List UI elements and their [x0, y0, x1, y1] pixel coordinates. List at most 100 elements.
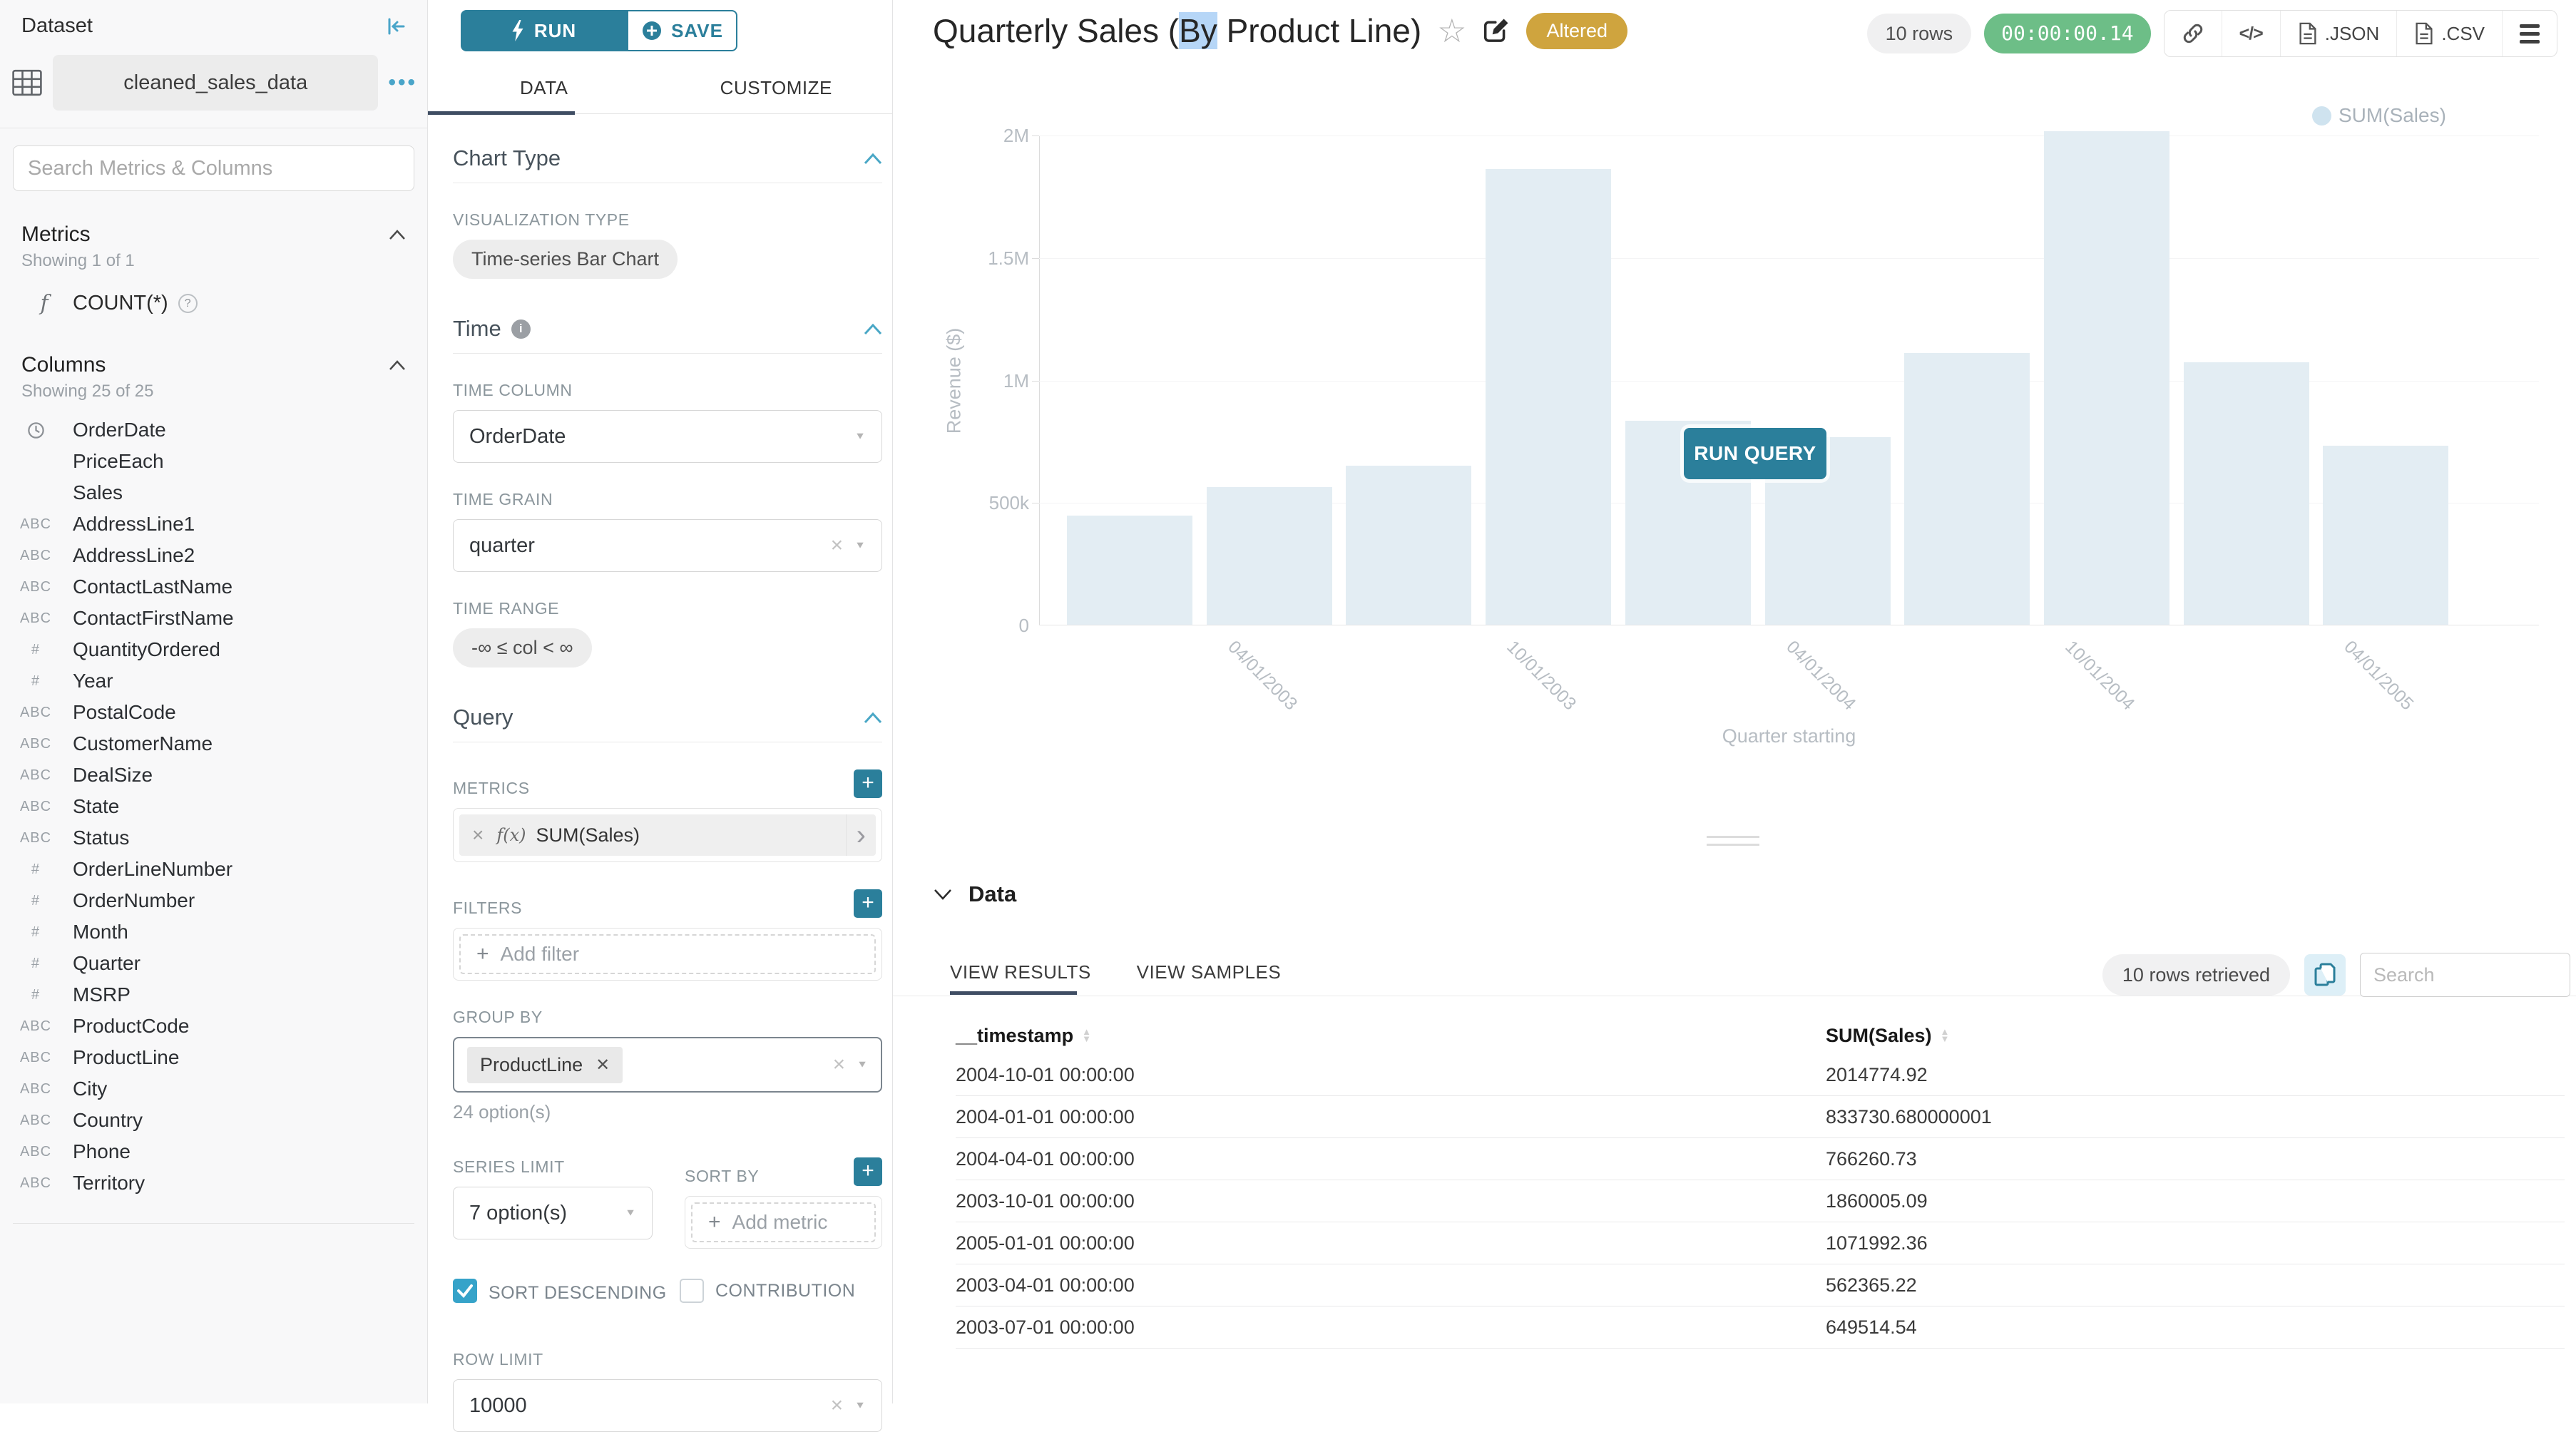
column-item-ordernumber[interactable]: #OrderNumber — [0, 885, 427, 916]
columns-collapse-icon[interactable] — [389, 359, 406, 371]
clear-icon[interactable]: × — [831, 1393, 844, 1418]
time-column-select[interactable]: OrderDate ▼ — [453, 410, 882, 463]
column-item-sales[interactable]: Sales — [0, 477, 427, 508]
series-limit-select[interactable]: 7 option(s) ▼ — [453, 1187, 653, 1239]
export-csv-button[interactable]: .CSV — [2396, 11, 2502, 56]
metrics-collapse-icon[interactable] — [389, 229, 406, 240]
sort-descending-checkbox[interactable] — [453, 1279, 477, 1303]
sort-icon[interactable]: ▲▼ — [1941, 1028, 1950, 1043]
metric-list-item[interactable]: f COUNT(*) ? — [29, 291, 427, 316]
contribution-checkbox[interactable] — [680, 1279, 704, 1303]
row-limit-select[interactable]: 10000 × ▼ — [453, 1379, 882, 1432]
save-button[interactable]: SAVE — [627, 10, 737, 51]
groupby-chip-productline[interactable]: ProductLine ✕ — [467, 1047, 623, 1083]
dataset-name[interactable]: cleaned_sales_data — [53, 55, 378, 111]
info-icon[interactable]: i — [511, 319, 531, 339]
bar-2005-01-01[interactable] — [2184, 362, 2309, 625]
dataset-more-menu-icon[interactable]: ••• — [388, 71, 417, 95]
edit-title-icon[interactable] — [1482, 17, 1511, 44]
tab-view-results[interactable]: VIEW RESULTS — [950, 961, 1091, 983]
metric-help-icon[interactable]: ? — [178, 294, 198, 313]
chevron-right-icon[interactable]: › — [846, 814, 876, 856]
remove-metric-icon[interactable]: × — [472, 824, 484, 847]
metric-chip-sum-sales[interactable]: × f(x) SUM(Sales) › — [459, 814, 876, 856]
tab-view-samples[interactable]: VIEW SAMPLES — [1137, 961, 1282, 983]
tab-data[interactable]: DATA — [428, 71, 660, 113]
column-item-quantityordered[interactable]: #QuantityOrdered — [0, 634, 427, 665]
embed-code-button[interactable]: </> — [2222, 11, 2280, 56]
query-collapse-icon[interactable] — [864, 712, 882, 724]
data-search-input[interactable] — [2360, 953, 2570, 997]
column-header-sum-sales[interactable]: SUM(Sales) — [1826, 1025, 1932, 1047]
copy-link-button[interactable] — [2164, 11, 2222, 56]
search-metrics-columns-input[interactable] — [13, 145, 414, 191]
tab-customize[interactable]: CUSTOMIZE — [660, 71, 893, 113]
copy-data-button[interactable] — [2304, 954, 2346, 996]
column-item-orderlinenumber[interactable]: #OrderLineNumber — [0, 854, 427, 885]
bar-2003-01-01[interactable] — [1067, 516, 1192, 625]
chart-title[interactable]: Quarterly Sales (By Product Line) — [933, 11, 1421, 50]
column-item-orderdate[interactable]: OrderDate — [0, 414, 427, 446]
sort-icon[interactable]: ▲▼ — [1082, 1028, 1091, 1043]
column-item-month[interactable]: #Month — [0, 916, 427, 948]
bar-2005-04-01[interactable] — [2323, 446, 2448, 625]
time-collapse-icon[interactable] — [864, 323, 882, 335]
clear-icon[interactable]: × — [831, 533, 844, 558]
add-sort-metric-dropzone[interactable]: + Add metric — [691, 1202, 876, 1242]
time-range-value[interactable]: -∞ ≤ col < ∞ — [453, 628, 592, 668]
add-filter-dropzone[interactable]: + Add filter — [459, 934, 876, 974]
add-metric-button[interactable]: + — [854, 769, 882, 798]
altered-badge[interactable]: Altered — [1526, 13, 1627, 49]
column-item-quarter[interactable]: #Quarter — [0, 948, 427, 979]
column-item-priceeach[interactable]: PriceEach — [0, 446, 427, 477]
bar-2003-10-01[interactable] — [1486, 169, 1611, 625]
chart-type-collapse-icon[interactable] — [864, 153, 882, 165]
chart-menu-button[interactable] — [2502, 11, 2557, 56]
run-query-button[interactable]: RUN QUERY — [1684, 428, 1826, 479]
chart-legend[interactable]: SUM(Sales) — [2312, 104, 2446, 127]
collapse-sidebar-icon[interactable] — [384, 15, 407, 38]
bar-2004-07-01[interactable] — [1904, 353, 2030, 625]
time-grain-select[interactable]: quarter × ▼ — [453, 519, 882, 572]
bar-2004-10-01[interactable] — [2044, 131, 2169, 625]
column-label: ContactFirstName — [73, 607, 234, 630]
clear-icon[interactable]: × — [833, 1053, 846, 1077]
favorite-star-icon[interactable]: ☆ — [1437, 14, 1466, 47]
add-filter-button[interactable]: + — [854, 889, 882, 918]
column-header-timestamp[interactable]: __timestamp — [956, 1025, 1073, 1047]
export-json-button[interactable]: .JSON — [2280, 11, 2397, 56]
add-sort-metric-button[interactable]: + — [854, 1157, 882, 1186]
column-item-year[interactable]: #Year — [0, 665, 427, 697]
column-item-msrp[interactable]: #MSRP — [0, 979, 427, 1011]
data-panel-toggle[interactable]: Data — [933, 881, 1016, 907]
chevron-down-icon: ▼ — [857, 1059, 868, 1070]
run-button[interactable]: RUN — [461, 10, 627, 51]
groupby-select[interactable]: ProductLine ✕ × ▼ — [453, 1037, 882, 1093]
bar-2003-07-01[interactable] — [1346, 466, 1471, 625]
visualization-type-value[interactable]: Time-series Bar Chart — [453, 240, 678, 279]
remove-chip-icon[interactable]: ✕ — [596, 1055, 610, 1075]
bar-2003-04-01[interactable] — [1207, 487, 1332, 625]
